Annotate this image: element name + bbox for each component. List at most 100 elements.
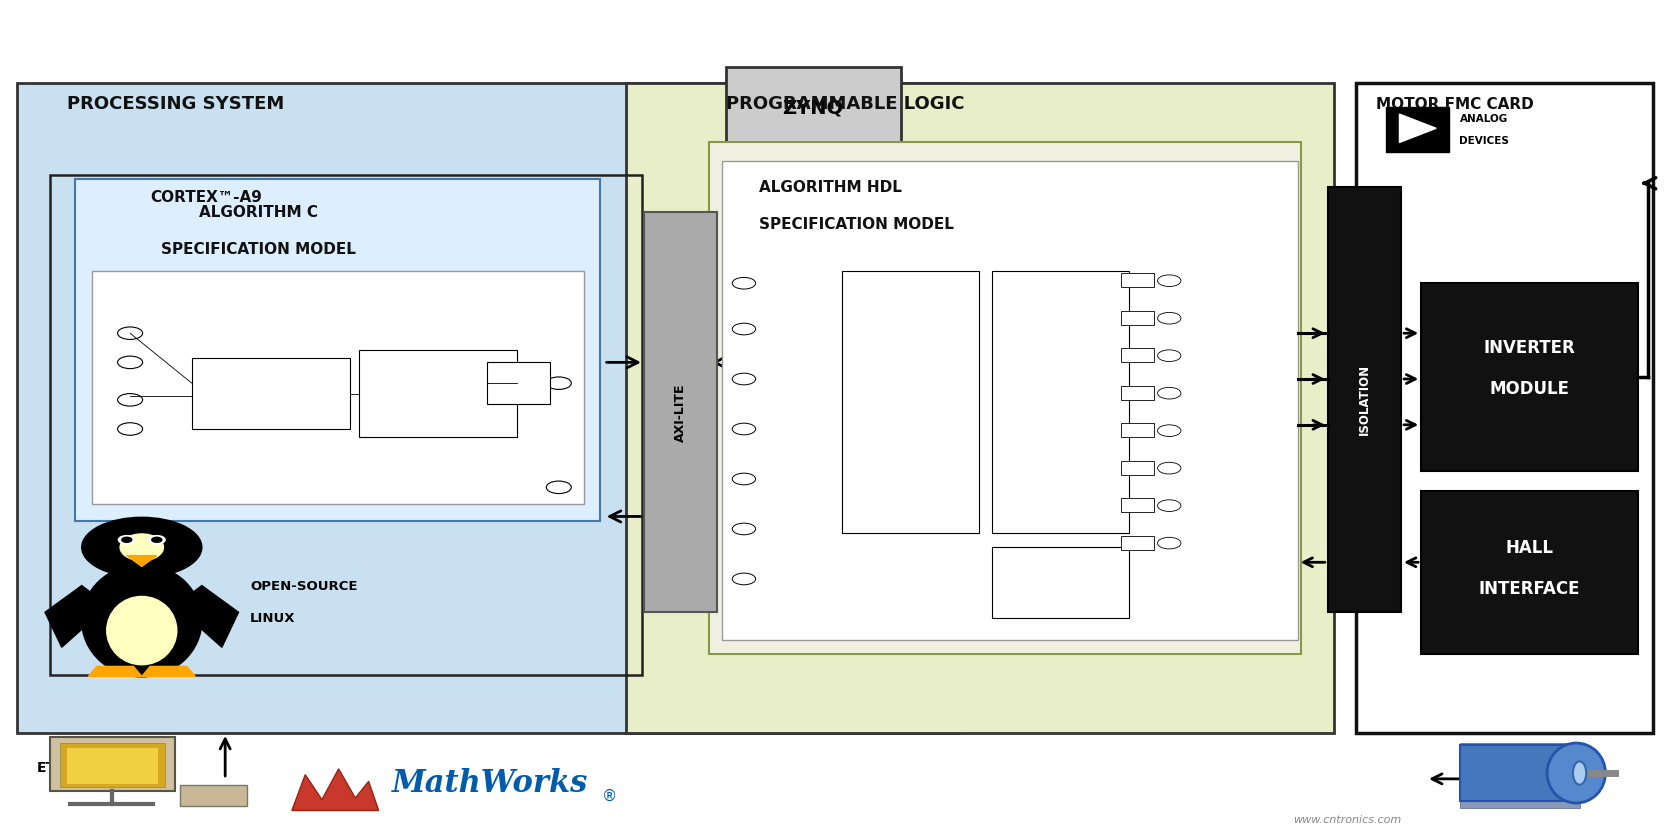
Polygon shape <box>45 586 108 647</box>
Circle shape <box>732 473 756 485</box>
FancyBboxPatch shape <box>842 271 979 533</box>
Text: LINUX: LINUX <box>250 611 295 625</box>
Ellipse shape <box>1573 761 1586 785</box>
FancyBboxPatch shape <box>1121 386 1154 400</box>
Text: MODULE: MODULE <box>1490 381 1570 398</box>
FancyBboxPatch shape <box>992 271 1129 533</box>
FancyBboxPatch shape <box>1121 311 1154 325</box>
Ellipse shape <box>1546 743 1605 803</box>
Circle shape <box>732 523 756 535</box>
Polygon shape <box>88 666 142 676</box>
FancyBboxPatch shape <box>60 743 165 787</box>
Text: PROGRAMMABLE LOGIC: PROGRAMMABLE LOGIC <box>726 95 964 113</box>
Text: ZYNQ: ZYNQ <box>782 99 844 117</box>
Text: ALGORITHM C: ALGORITHM C <box>198 205 319 220</box>
Ellipse shape <box>82 565 202 676</box>
Circle shape <box>547 481 570 493</box>
Text: DEVICES: DEVICES <box>1460 136 1510 146</box>
FancyBboxPatch shape <box>1460 785 1580 791</box>
FancyBboxPatch shape <box>1460 768 1580 775</box>
FancyBboxPatch shape <box>1460 743 1580 750</box>
Circle shape <box>732 573 756 585</box>
FancyBboxPatch shape <box>17 83 959 733</box>
FancyBboxPatch shape <box>1386 107 1449 152</box>
FancyBboxPatch shape <box>626 83 1334 733</box>
FancyBboxPatch shape <box>487 362 550 404</box>
Polygon shape <box>1399 114 1436 142</box>
FancyBboxPatch shape <box>1460 793 1580 800</box>
Text: PROCESSING SYSTEM: PROCESSING SYSTEM <box>67 95 284 113</box>
Circle shape <box>1158 537 1181 549</box>
Circle shape <box>148 536 165 544</box>
Text: MOTOR FMC CARD: MOTOR FMC CARD <box>1376 97 1535 112</box>
Text: CORTEX™-A9: CORTEX™-A9 <box>150 190 262 205</box>
FancyBboxPatch shape <box>1121 498 1154 512</box>
Text: INTERFACE: INTERFACE <box>1480 581 1580 598</box>
Circle shape <box>732 323 756 335</box>
Circle shape <box>1158 500 1181 511</box>
FancyBboxPatch shape <box>75 179 600 521</box>
Circle shape <box>1158 312 1181 324</box>
Circle shape <box>1158 275 1181 287</box>
Text: SPECIFICATION MODEL: SPECIFICATION MODEL <box>162 242 355 257</box>
Polygon shape <box>292 769 379 811</box>
Text: HALL: HALL <box>1506 539 1553 556</box>
FancyBboxPatch shape <box>1421 283 1638 471</box>
FancyBboxPatch shape <box>92 271 584 504</box>
Circle shape <box>1158 425 1181 436</box>
FancyBboxPatch shape <box>644 212 717 612</box>
Circle shape <box>82 517 202 577</box>
Circle shape <box>118 327 143 340</box>
Circle shape <box>732 277 756 289</box>
Circle shape <box>547 377 570 390</box>
Text: ISOLATION: ISOLATION <box>1358 364 1371 436</box>
Text: ®: ® <box>602 789 617 804</box>
Text: www.cntronics.com: www.cntronics.com <box>1293 815 1401 825</box>
Text: ALGORITHM HDL: ALGORITHM HDL <box>759 180 902 195</box>
Text: ETHERNET: ETHERNET <box>37 761 118 775</box>
Polygon shape <box>175 586 239 647</box>
FancyBboxPatch shape <box>67 748 158 784</box>
FancyBboxPatch shape <box>722 161 1298 640</box>
Ellipse shape <box>120 534 163 561</box>
Text: MathWorks: MathWorks <box>392 767 589 799</box>
FancyBboxPatch shape <box>1121 461 1154 475</box>
FancyBboxPatch shape <box>1121 423 1154 437</box>
Circle shape <box>118 394 143 407</box>
FancyBboxPatch shape <box>1356 83 1653 733</box>
FancyBboxPatch shape <box>1421 491 1638 654</box>
Circle shape <box>118 536 135 544</box>
Text: AXI-LITE: AXI-LITE <box>674 383 687 441</box>
Circle shape <box>732 423 756 435</box>
FancyBboxPatch shape <box>1460 801 1580 808</box>
FancyBboxPatch shape <box>1460 751 1580 758</box>
Text: INVERTER: INVERTER <box>1483 339 1576 357</box>
FancyBboxPatch shape <box>1121 536 1154 550</box>
Ellipse shape <box>107 596 177 665</box>
Circle shape <box>1158 387 1181 399</box>
Polygon shape <box>142 666 195 676</box>
Circle shape <box>732 373 756 385</box>
Text: ANALOG: ANALOG <box>1460 114 1508 124</box>
FancyBboxPatch shape <box>726 67 901 150</box>
FancyBboxPatch shape <box>359 350 517 437</box>
Text: SPECIFICATION MODEL: SPECIFICATION MODEL <box>759 217 954 232</box>
FancyBboxPatch shape <box>1121 273 1154 287</box>
Circle shape <box>1158 350 1181 362</box>
FancyBboxPatch shape <box>992 547 1129 618</box>
FancyBboxPatch shape <box>1328 187 1401 612</box>
Polygon shape <box>127 556 157 566</box>
Circle shape <box>152 537 162 542</box>
Circle shape <box>118 357 143 369</box>
FancyBboxPatch shape <box>1121 348 1154 362</box>
FancyBboxPatch shape <box>709 142 1301 654</box>
Circle shape <box>122 537 132 542</box>
Text: OPEN-SOURCE: OPEN-SOURCE <box>250 580 357 593</box>
FancyBboxPatch shape <box>1460 745 1576 801</box>
FancyBboxPatch shape <box>1460 776 1580 783</box>
Circle shape <box>118 423 143 436</box>
FancyBboxPatch shape <box>192 358 350 429</box>
FancyBboxPatch shape <box>1460 760 1580 766</box>
FancyBboxPatch shape <box>50 737 175 791</box>
FancyBboxPatch shape <box>180 785 247 806</box>
